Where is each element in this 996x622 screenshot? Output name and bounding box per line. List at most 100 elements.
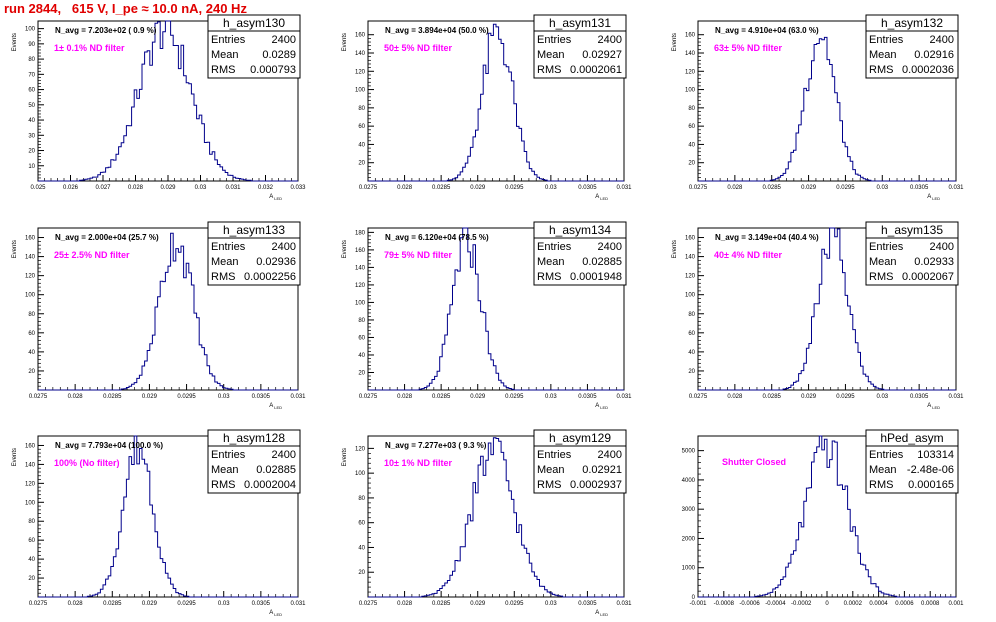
plot-frame [367, 435, 625, 598]
y-tick-label: 100 [25, 500, 36, 506]
filter-annotation: 1± 0.1% ND filter [54, 43, 125, 53]
x-tick-label: 0.028 [397, 601, 413, 607]
x-tick-label: 0.0285 [763, 394, 782, 400]
stats-box-title: h_asym132 [881, 16, 943, 30]
stats-value: 2400 [598, 241, 622, 253]
x-tick-label: 0.0305 [578, 394, 597, 400]
x-tick-label: 0.029 [801, 185, 817, 191]
y-tick-label: 20 [28, 576, 35, 582]
x-tick-label: 0.028 [68, 394, 84, 400]
x-tick-label: -0.0006 [739, 601, 760, 607]
stats-box [865, 429, 959, 494]
y-tick-label: 80 [358, 106, 365, 112]
stats-box [533, 429, 627, 494]
x-tick-label: 0.0285 [763, 185, 782, 191]
histogram-panel: 10 20 30 40 50 60 70 80 90 100 0.025 0.026 0.027 0.02… [12, 14, 306, 201]
y-tick-label: 60 [28, 88, 35, 94]
y-axis-title: Events [342, 448, 348, 466]
stats-value: 2400 [598, 449, 622, 461]
x-axis-title: ALED [269, 610, 282, 617]
x-tick-label: 0.0295 [177, 601, 196, 607]
y-tick-label: 3000 [682, 507, 696, 513]
stats-box [207, 429, 301, 494]
x-axis-subscript: LED [274, 612, 282, 617]
y-tick-label: 20 [358, 161, 365, 167]
x-axis-title: ALED [595, 610, 608, 617]
x-axis-title: ALED [269, 194, 282, 201]
y-tick-label: 40 [358, 142, 365, 148]
x-tick-label: 0.028 [727, 185, 743, 191]
x-tick-label: 0.0285 [432, 185, 451, 191]
x-tick-label: -0.0008 [714, 601, 735, 607]
stats-box [865, 221, 959, 286]
stats-value: 0.000165 [908, 479, 954, 491]
x-tick-label: 0.031 [290, 394, 306, 400]
x-tick-label: 0.03 [545, 185, 557, 191]
stats-key: Entries [537, 34, 572, 46]
y-tick-label: 60 [688, 124, 695, 130]
y-tick-label: 80 [28, 57, 35, 63]
y-tick-label: 20 [688, 161, 695, 167]
x-tick-label: 0.031 [225, 185, 241, 191]
x-tick-label: 0.0295 [177, 394, 196, 400]
y-tick-label: 60 [688, 331, 695, 337]
y-tick-label: 30 [28, 133, 35, 139]
x-axis-subscript: LED [274, 405, 282, 410]
y-tick-label: 120 [685, 274, 696, 280]
stats-key: RMS [869, 479, 893, 491]
y-tick-label: 140 [685, 51, 696, 57]
y-tick-label: 50 [28, 103, 35, 109]
stats-value: 0.0002256 [244, 271, 296, 283]
n-avg-label: N_avg = 2.000e+04 (25.7 %) [55, 233, 159, 242]
y-tick-label: 120 [25, 274, 36, 280]
stats-box-title: hPed_asym [880, 431, 943, 445]
stats-key: Mean [537, 256, 565, 268]
y-tick-label: 160 [685, 33, 696, 39]
x-tick-label: 0.026 [63, 185, 79, 191]
y-tick-label: 40 [28, 350, 35, 356]
x-tick-label: 0.031 [616, 601, 632, 607]
stats-value: 0.0002004 [244, 479, 296, 491]
x-axis-subscript: LED [932, 196, 940, 201]
x-tick-label: -0.0004 [765, 601, 786, 607]
x-tick-label: 0 [825, 601, 829, 607]
x-axis-title: ALED [595, 194, 608, 201]
stats-value: 0.02885 [256, 464, 296, 476]
stats-key: Mean [537, 49, 565, 61]
y-tick-label: 60 [358, 124, 365, 130]
histogram-series [698, 227, 956, 391]
x-axis-title: ALED [927, 403, 940, 410]
y-tick-label: 40 [28, 557, 35, 563]
stats-key: Entries [211, 449, 246, 461]
y-tick-label: 0 [692, 595, 696, 601]
y-tick-label: 100 [355, 88, 366, 94]
stats-key: RMS [211, 479, 235, 491]
x-tick-label: 0.031 [616, 394, 632, 400]
stats-value: 0.02933 [914, 256, 954, 268]
x-tick-label: 0.0305 [910, 394, 929, 400]
x-tick-label: 0.028 [727, 394, 743, 400]
x-axis-subscript: LED [600, 405, 608, 410]
x-tick-label: 0.0275 [689, 185, 708, 191]
x-axis-subscript: LED [600, 612, 608, 617]
x-tick-label: 0.0008 [921, 601, 940, 607]
x-tick-label: 0.0285 [432, 394, 451, 400]
x-tick-label: 0.0305 [252, 601, 271, 607]
stats-key: Mean [211, 49, 239, 61]
filter-annotation: 79± 5% ND filter [384, 250, 452, 260]
x-tick-label: 0.029 [160, 185, 176, 191]
plot-frame [697, 227, 957, 391]
stats-value: 2400 [272, 449, 296, 461]
histogram-panel: 20 40 60 80 100 120 140 160 0.0275 0.028 0.0285 0.0… [342, 14, 632, 201]
stats-box-title: h_asym128 [223, 431, 285, 445]
stats-key: RMS [537, 271, 561, 283]
x-tick-label: 0.0295 [836, 185, 855, 191]
stats-box-title: h_asym134 [549, 223, 611, 237]
histogram-panel: 20 40 60 80 100 120 140 160 0.0275 0.028 0.0285 0.0… [12, 429, 306, 617]
y-axis-title: Events [12, 448, 18, 466]
filter-annotation: 100% (No filter) [54, 458, 120, 468]
stats-value: 0.0002036 [902, 64, 954, 76]
y-tick-label: 80 [28, 519, 35, 525]
x-tick-label: 0.0275 [29, 394, 48, 400]
y-tick-label: 60 [358, 521, 365, 527]
